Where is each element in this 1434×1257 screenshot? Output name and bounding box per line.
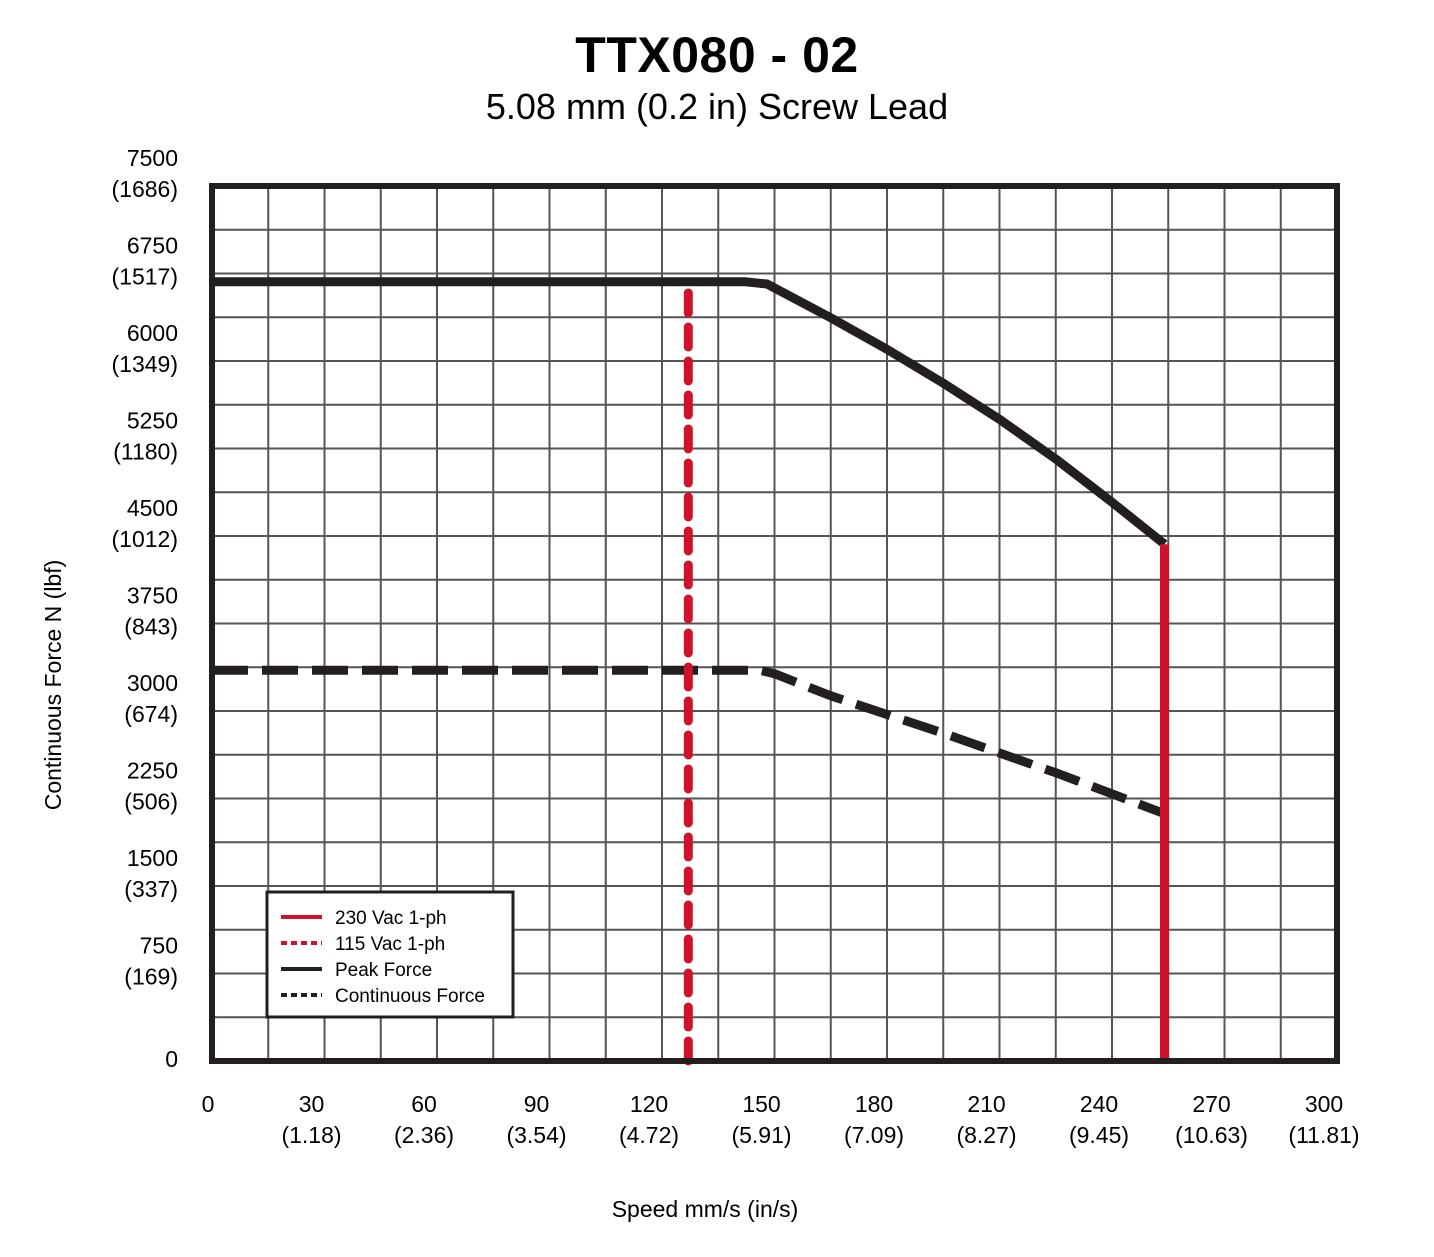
y-tick-label: 6000: [127, 320, 178, 346]
x-tick-label: 120: [630, 1091, 668, 1117]
y-tick-sublabel: (1349): [112, 351, 178, 377]
y-tick-label: 7500: [127, 145, 178, 171]
x-tick-label: 270: [1192, 1091, 1230, 1117]
plot-frame: [209, 183, 1340, 1064]
y-tick-label: 5250: [127, 408, 178, 434]
x-tick-label: 150: [742, 1091, 780, 1117]
y-tick-label: 6750: [127, 233, 178, 259]
x-tick-sublabel: (5.91): [731, 1122, 791, 1148]
x-tick-sublabel: (2.36): [394, 1122, 454, 1148]
y-tick-label: 750: [140, 933, 178, 959]
y-tick-label: 3750: [127, 583, 178, 609]
y-tick-label: 0: [165, 1046, 178, 1072]
y-tick-sublabel: (169): [124, 964, 178, 990]
y-tick-label: 2250: [127, 758, 178, 784]
y-axis-label: Continuous Force N (lbf): [40, 560, 66, 811]
x-tick-label: 60: [411, 1091, 437, 1117]
x-tick-sublabel: (3.54): [506, 1122, 566, 1148]
legend-label: 230 Vac 1-ph: [335, 908, 447, 929]
y-tick-sublabel: (337): [124, 876, 178, 902]
x-tick-label: 180: [855, 1091, 893, 1117]
x-tick-label: 240: [1080, 1091, 1118, 1117]
x-axis-label: Speed mm/s (in/s): [612, 1196, 799, 1222]
y-tick-sublabel: (843): [124, 614, 178, 640]
chart-title: TTX080 - 02: [575, 27, 859, 83]
y-tick-sublabel: (674): [124, 701, 178, 727]
y-tick-sublabel: (1012): [112, 526, 178, 552]
y-tick-label: 1500: [127, 845, 178, 871]
y-tick-sublabel: (1686): [112, 176, 178, 202]
x-tick-label: 210: [967, 1091, 1005, 1117]
y-tick-sublabel: (1180): [113, 439, 178, 465]
series-line-peak-force: [212, 277, 1168, 548]
x-tick-sublabel: (4.72): [619, 1122, 679, 1148]
x-tick-label: 30: [299, 1091, 325, 1117]
chart-subtitle: 5.08 mm (0.2 in) Screw Lead: [485, 86, 949, 127]
series-line-continuous-force: [212, 665, 1167, 818]
y-tick-label: 4500: [127, 495, 178, 521]
x-tick-sublabel: (7.09): [844, 1122, 904, 1148]
x-tick-sublabel: (10.63): [1175, 1122, 1248, 1148]
legend-label: Peak Force: [335, 960, 432, 981]
y-tick-label: 3000: [127, 670, 178, 696]
legend-box: [265, 890, 515, 1019]
x-tick-sublabel: (11.81): [1288, 1122, 1359, 1148]
y-tick-sublabel: (506): [124, 789, 178, 815]
y-tick-sublabel: (1517): [112, 264, 178, 290]
x-tick-label: 90: [524, 1091, 550, 1117]
series-group: [212, 277, 1169, 1066]
x-tick-sublabel: (8.27): [956, 1122, 1016, 1148]
x-ticks: 0 30 (1.18) 60 (2.36) 90 (3.54) 120 (4.72) 150 (5.…: [202, 1091, 1360, 1148]
x-tick-label: 300: [1305, 1091, 1343, 1117]
x-tick-sublabel: (9.45): [1069, 1122, 1129, 1148]
x-tick-label: 0: [202, 1091, 215, 1117]
x-tick-sublabel: (1.18): [281, 1122, 341, 1148]
legend-label: Continuous Force: [335, 986, 485, 1007]
legend-label: 115 Vac 1-ph: [335, 934, 445, 955]
y-ticks: 0 750 (169) 1500 (337) 2250 (506) 3000 (674) 3750…: [112, 145, 178, 1072]
legend: 230 Vac 1-ph 115 Vac 1-ph Peak Force Contin…: [265, 890, 515, 1019]
